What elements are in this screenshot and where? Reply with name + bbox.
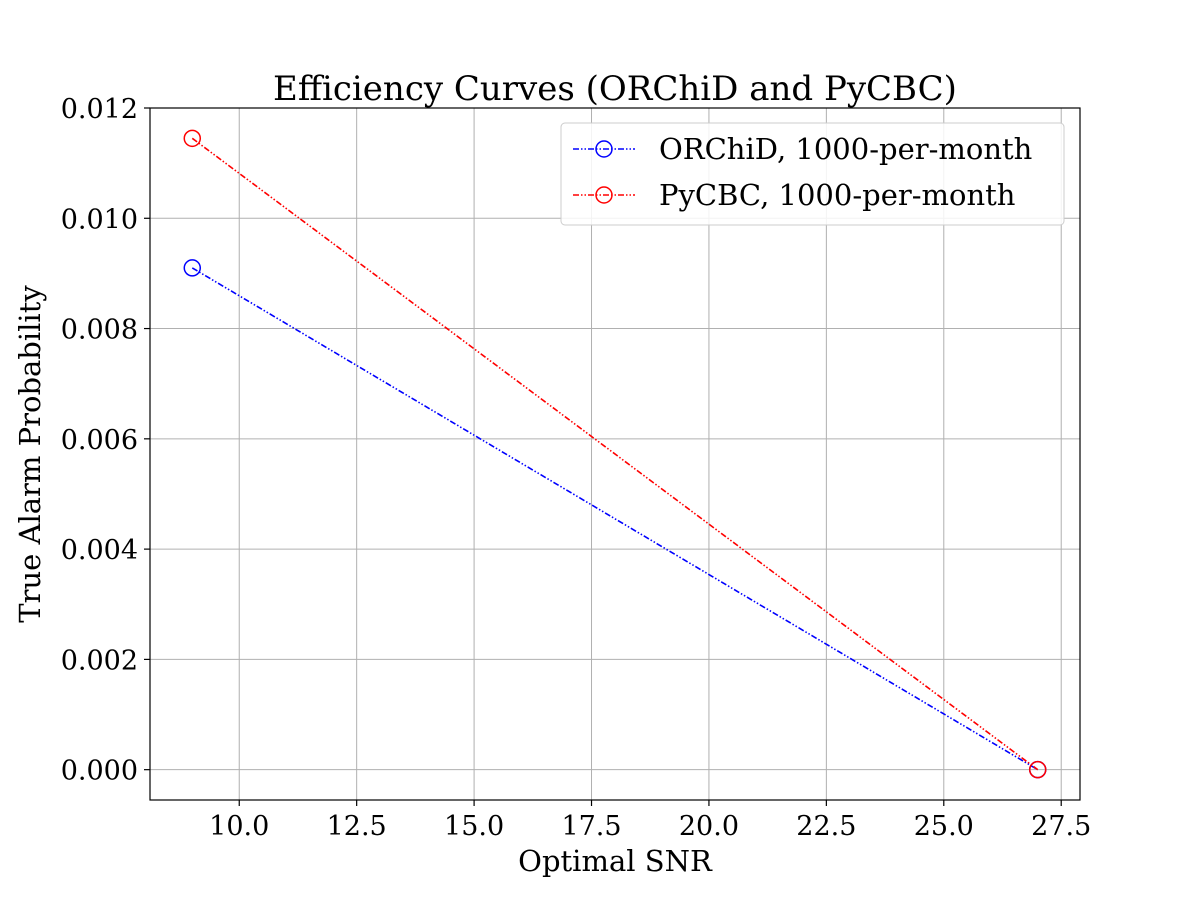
data-point: [183, 129, 202, 148]
legend-marker: [595, 186, 613, 204]
y-tick-label: 0.012: [61, 94, 138, 125]
legend: ORChiD, 1000-per-month PyCBC, 1000-per-mo…: [560, 122, 1065, 226]
y-tick-label: 0.000: [61, 756, 138, 787]
data-point: [183, 259, 202, 277]
y-tick-label: 0.002: [61, 645, 138, 676]
plot-frame: [149, 107, 1081, 801]
legend-marker: [595, 140, 613, 158]
legend-entry-label: ORChiD, 1000-per-month: [659, 132, 1032, 166]
x-tick-label: 17.5: [561, 811, 621, 842]
x-tick-label: 22.5: [796, 811, 856, 842]
y-tick-label: 0.004: [61, 535, 138, 566]
legend-box: [560, 122, 1065, 226]
x-tick-label: 12.5: [327, 811, 387, 842]
ticks-layer: 10.0 12.5 15.0 17.5 20.0 22.5 25.0 27.5 0.000 0.0…: [61, 94, 1092, 842]
series-line: [191, 267, 1039, 771]
y-axis-label: True Alarm Probability: [13, 285, 47, 623]
y-tick-label: 0.006: [61, 425, 138, 456]
chart-title: Efficiency Curves (ORChiD and PyCBC): [273, 69, 957, 109]
series-line: [191, 137, 1039, 771]
series-1: [183, 129, 1047, 779]
x-tick-label: 20.0: [679, 811, 739, 842]
x-axis-label: Optimal SNR: [518, 844, 713, 878]
x-tick-label: 25.0: [914, 811, 974, 842]
x-tick-label: 27.5: [1031, 811, 1091, 842]
data-point: [1028, 760, 1047, 779]
y-tick-label: 0.008: [61, 315, 138, 346]
y-tick-label: 0.010: [61, 204, 138, 235]
x-tick-label: 10.0: [209, 811, 269, 842]
legend-entry-label: PyCBC, 1000-per-month: [659, 178, 1015, 212]
series-layer: [183, 129, 1047, 779]
series-0: [183, 259, 1047, 779]
x-tick-label: 15.0: [444, 811, 504, 842]
